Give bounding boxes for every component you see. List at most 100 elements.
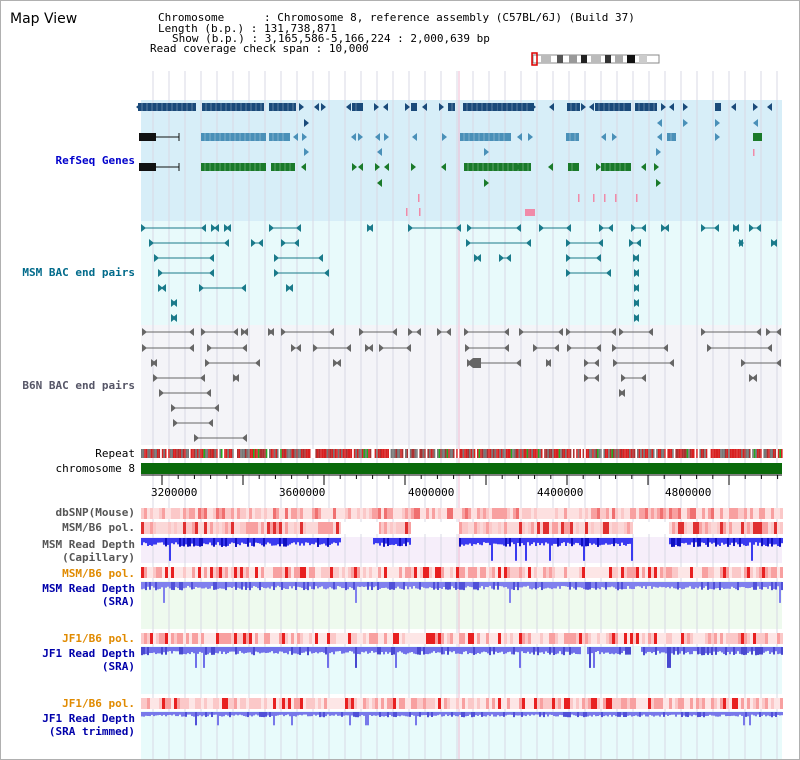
pol-strip — [549, 633, 552, 644]
depth-bar-jf1-trim — [429, 712, 431, 716]
pol-strip — [240, 522, 243, 534]
bac-end — [171, 404, 176, 412]
depth-bar-jf1-trim — [619, 712, 621, 717]
depth-bar-capillary — [201, 538, 203, 547]
repeat-segment — [701, 449, 703, 458]
strand-arrow — [384, 163, 389, 171]
pol-strip — [555, 567, 558, 578]
pol-strip — [225, 698, 228, 709]
pol-strip — [585, 567, 588, 578]
info-length-row: Length (b.p.) : 131,738,871 — [158, 23, 337, 34]
repeat-segment — [486, 449, 489, 458]
depth-bar-jf1-trim — [777, 712, 779, 715]
repeat-segment — [747, 449, 749, 458]
snp-mark — [604, 194, 606, 202]
pol-strip — [300, 698, 303, 709]
depth-bar-jf1-sra — [447, 647, 449, 655]
track-label-msm-depth-capillary[interactable]: MSM Read Depth (Capillary) — [1, 538, 135, 564]
depth-bar-msm-sra — [499, 582, 501, 587]
depth-bar-msm-sra — [737, 582, 739, 591]
dbsnp-strip — [360, 508, 363, 519]
pol-strip — [336, 567, 339, 578]
depth-bar-capillary — [605, 538, 607, 544]
depth-bar-capillary — [245, 538, 247, 544]
depth-bar-jf1-sra — [613, 647, 615, 655]
depth-bar-msm-sra — [741, 582, 743, 587]
depth-bar-msm-sra — [559, 582, 561, 589]
depth-bar-jf1-trim — [291, 712, 293, 726]
pol-strip — [177, 698, 180, 709]
pol-strip — [282, 522, 285, 534]
repeat-segment — [766, 449, 769, 458]
depth-bar-capillary — [523, 538, 525, 546]
track-label-dbsnp[interactable]: dbSNP(Mouse) — [55, 506, 135, 519]
depth-bar-msm-sra — [729, 582, 731, 589]
gene-feature — [595, 103, 631, 111]
depth-bar-jf1-trim — [233, 712, 235, 716]
bac-end — [224, 239, 229, 247]
depth-bar-jf1-sra — [649, 647, 651, 652]
pol-strip — [582, 522, 585, 534]
depth-bar-capillary — [601, 538, 603, 545]
pol-strip — [732, 522, 735, 534]
track-label-jf1-depth-trimmed[interactable]: JF1 Read Depth (SRA trimmed) — [1, 712, 135, 738]
depth-bar-jf1-trim — [583, 712, 585, 718]
pol-strip — [276, 633, 279, 644]
depth-bar-jf1-sra — [243, 647, 245, 654]
pol-strip — [582, 567, 585, 578]
track-label-jf1-b6-pol-2[interactable]: JF1/B6 pol. — [62, 697, 135, 710]
track-label-jf1-b6-pol[interactable]: JF1/B6 pol. — [62, 632, 135, 645]
pol-strip — [204, 633, 207, 644]
repeat-segment — [166, 449, 169, 458]
depth-bar-msm-sra — [273, 582, 275, 591]
depth-bar-jf1-sra — [627, 647, 629, 655]
depth-bar-jf1-sra — [145, 647, 147, 655]
bac-end — [251, 239, 256, 247]
repeat-segment — [233, 449, 236, 458]
track-label-msm-bac[interactable]: MSM BAC end pairs — [1, 266, 135, 279]
track-label-refseq-genes[interactable]: RefSeq Genes — [1, 154, 135, 167]
pol-strip — [273, 633, 276, 644]
repeat-segment — [723, 449, 725, 458]
depth-bar-msm-sra — [519, 582, 521, 588]
pol-strip — [354, 633, 357, 644]
track-label-jf1-depth-sra[interactable]: JF1 Read Depth (SRA) — [1, 647, 135, 673]
pol-strip — [630, 522, 633, 534]
pol-strip — [321, 633, 324, 644]
bac-end — [288, 284, 293, 292]
depth-bar-capillary — [147, 538, 149, 546]
depth-bar-jf1-trim — [563, 712, 565, 717]
pol-strip — [549, 567, 552, 578]
repeat-segment — [601, 449, 604, 458]
depth-bar-jf1-sra — [625, 647, 627, 655]
depth-bar-msm-sra — [467, 582, 469, 587]
ideogram-view-marker — [531, 52, 538, 66]
depth-bar-capillary — [469, 538, 471, 544]
chromosome-ideogram[interactable] — [529, 52, 663, 66]
repeat-segment — [661, 449, 663, 458]
depth-bar-msm-sra — [611, 582, 613, 587]
pol-strip — [330, 698, 333, 709]
pol-strip — [456, 567, 459, 578]
repeat-segment — [653, 449, 655, 458]
depth-bar-jf1-sra — [767, 647, 769, 651]
track-label-b6n-bac[interactable]: B6N BAC end pairs — [1, 379, 135, 392]
depth-bar-capillary — [325, 538, 327, 546]
repeat-segment — [176, 449, 178, 458]
dbsnp-strip — [426, 508, 429, 519]
dbsnp-strip — [519, 508, 522, 519]
repeat-segment — [569, 449, 572, 458]
track-label-msm-b6-pol[interactable]: MSM/B6 pol. — [62, 521, 135, 534]
pol-strip — [267, 567, 270, 578]
pol-strip — [669, 567, 672, 578]
pol-strip — [687, 567, 690, 578]
depth-bar-msm-sra — [155, 582, 157, 591]
depth-bar-msm-sra — [483, 582, 485, 590]
depth-bar-jf1-sra — [755, 647, 757, 656]
pol-strip — [543, 522, 546, 534]
depth-bar-jf1-trim — [141, 712, 143, 717]
track-label-msm-depth-sra[interactable]: MSM Read Depth (SRA) — [1, 582, 135, 608]
depth-bar-jf1-sra — [391, 647, 393, 655]
track-label-msm-b6-pol-2[interactable]: MSM/B6 pol. — [62, 567, 135, 580]
